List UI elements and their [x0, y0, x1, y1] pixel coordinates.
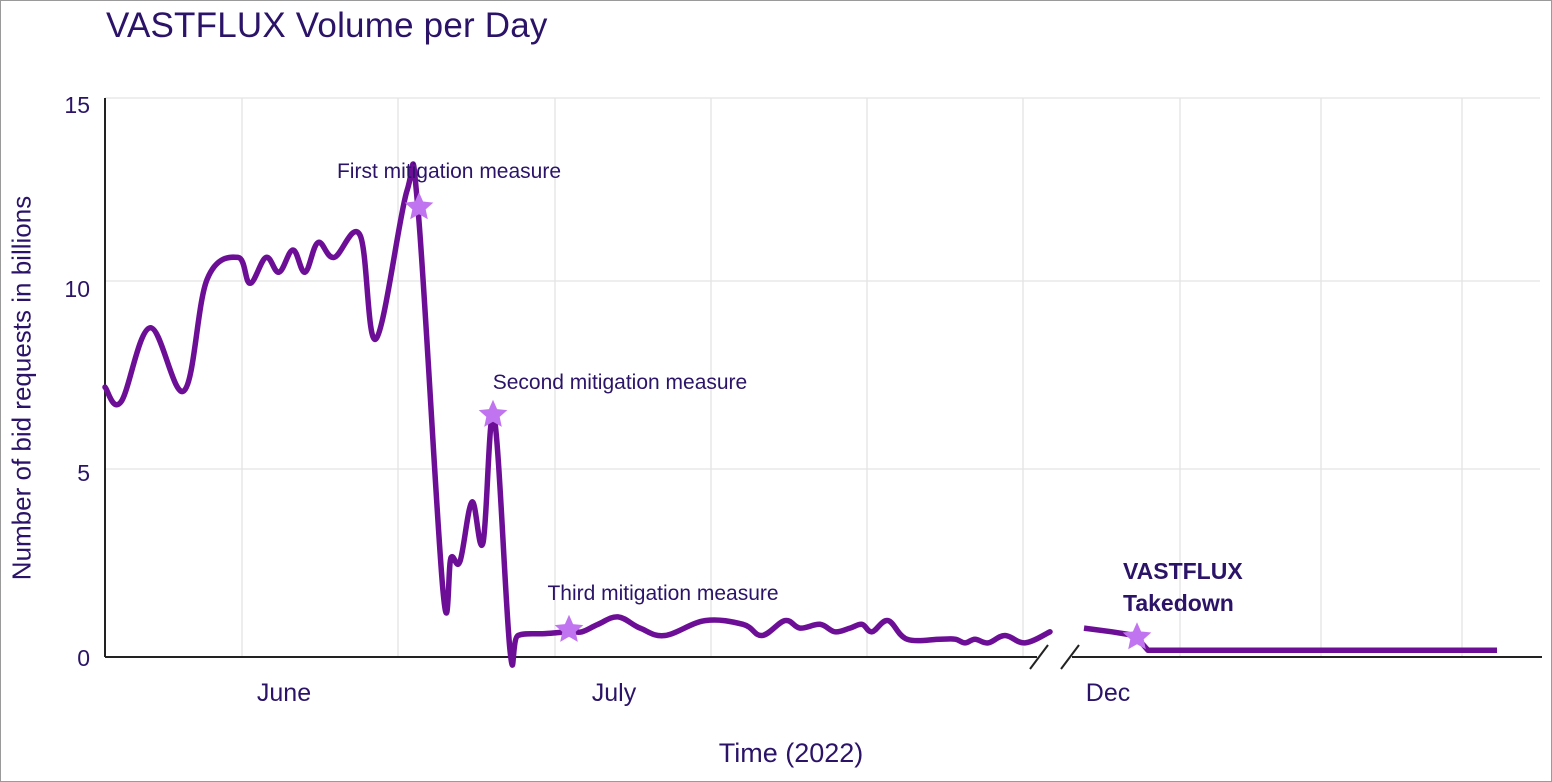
star-marker-second-icon	[478, 399, 508, 427]
y-tick-label: 5	[77, 460, 90, 486]
x-tick-label: July	[592, 679, 637, 707]
star-marker-first-icon	[404, 192, 434, 220]
star-marker-third-icon	[554, 614, 584, 642]
y-tick-label: 15	[64, 92, 90, 118]
y-tick-label: 0	[77, 645, 90, 671]
horizontal-gridlines	[105, 97, 1540, 470]
x-tick-label: June	[257, 679, 311, 707]
annotation-third-mitigation: Third mitigation measure	[547, 582, 778, 605]
axis-break-marks	[1029, 644, 1080, 670]
axis-break-mark	[1029, 644, 1049, 670]
axis-break-mark	[1060, 644, 1080, 670]
y-tick-label: 10	[64, 276, 90, 302]
annotation-takedown-line1: VASTFLUX	[1123, 558, 1243, 584]
series-line-after-break	[1083, 625, 1497, 654]
x-tick-label: Dec	[1086, 679, 1130, 707]
star-marker-takedown-icon	[1122, 622, 1152, 650]
annotation-takedown-line2: Takedown	[1123, 590, 1234, 616]
vertical-gridlines	[241, 98, 1463, 657]
annotation-second-mitigation: Second mitigation measure	[493, 371, 747, 394]
annotation-first-mitigation: First mitigation measure	[337, 160, 561, 183]
chart-title: VASTFLUX Volume per Day	[106, 6, 548, 45]
series-line-before-break	[102, 161, 1053, 668]
x-axis-label: Time (2022)	[718, 738, 864, 768]
annotation-markers	[404, 192, 1152, 650]
